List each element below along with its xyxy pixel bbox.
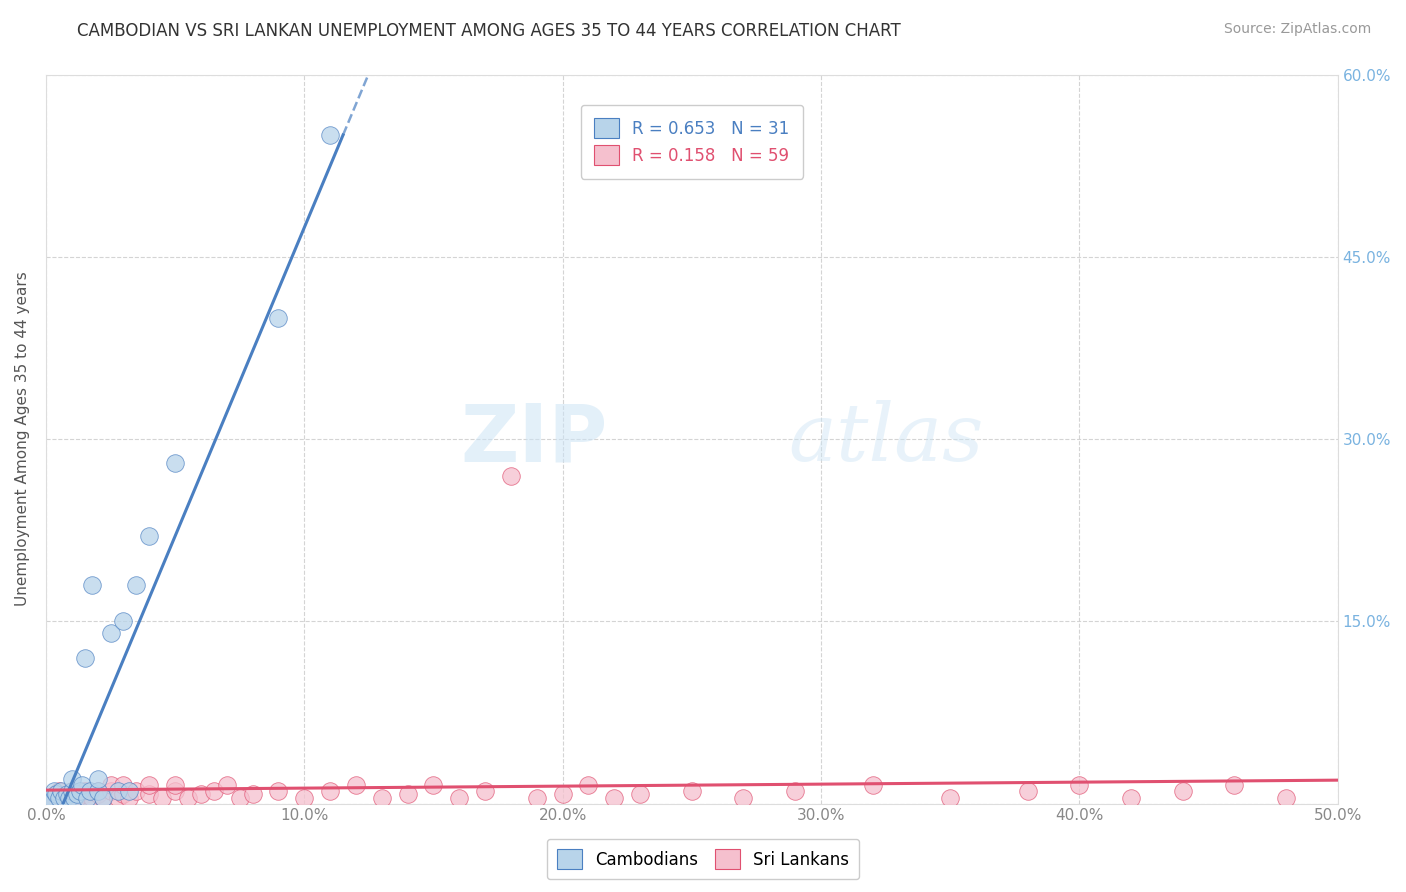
Point	[60, 784, 83, 798]
Point	[60, 772, 83, 787]
Point	[242, 787, 264, 801]
Point	[138, 787, 160, 801]
Point	[39, 790, 62, 805]
Point	[60, 787, 83, 801]
Point	[70, 778, 93, 792]
Point	[422, 778, 444, 792]
Point	[58, 790, 80, 805]
Text: ZIP: ZIP	[461, 401, 607, 478]
Point	[1171, 784, 1194, 798]
Point	[499, 468, 522, 483]
Point	[267, 310, 290, 325]
Point	[91, 790, 114, 805]
Point	[344, 778, 367, 792]
Point	[1223, 778, 1246, 792]
Point	[35, 790, 58, 805]
Point	[526, 790, 548, 805]
Point	[60, 784, 83, 798]
Point	[82, 790, 104, 805]
Point	[267, 784, 290, 798]
Point	[86, 784, 108, 798]
Point	[39, 790, 62, 805]
Point	[150, 790, 173, 805]
Point	[73, 784, 96, 798]
Point	[733, 790, 755, 805]
Point	[66, 787, 89, 801]
Point	[578, 778, 600, 792]
Point	[51, 784, 73, 798]
Point	[117, 784, 139, 798]
Point	[86, 772, 108, 787]
Text: Source: ZipAtlas.com: Source: ZipAtlas.com	[1223, 22, 1371, 37]
Point	[228, 790, 250, 805]
Point	[86, 784, 108, 798]
Point	[474, 784, 496, 798]
Point	[69, 784, 91, 798]
Point	[112, 778, 135, 792]
Point	[319, 128, 342, 143]
Point	[215, 778, 238, 792]
Point	[73, 650, 96, 665]
Point	[785, 784, 807, 798]
Point	[117, 790, 139, 805]
Point	[42, 784, 65, 798]
Point	[63, 790, 86, 805]
Point	[112, 615, 135, 629]
Point	[371, 790, 394, 805]
Point	[628, 787, 651, 801]
Point	[125, 578, 148, 592]
Point	[1069, 778, 1091, 792]
Point	[165, 784, 187, 798]
Point	[100, 626, 122, 640]
Point	[165, 778, 187, 792]
Point	[45, 787, 67, 801]
Point	[66, 790, 89, 805]
Point	[939, 790, 962, 805]
Point	[138, 529, 160, 543]
Point	[449, 790, 471, 805]
Point	[1119, 790, 1142, 805]
Point	[79, 784, 101, 798]
Point	[1275, 790, 1298, 805]
Point	[681, 784, 703, 798]
Point	[125, 784, 148, 798]
Point	[107, 784, 129, 798]
Point	[396, 787, 419, 801]
Point	[862, 778, 884, 792]
Point	[107, 790, 129, 805]
Point	[86, 787, 108, 801]
Point	[319, 784, 342, 798]
Point	[603, 790, 626, 805]
Point	[551, 787, 574, 801]
Point	[292, 790, 315, 805]
Point	[48, 784, 70, 798]
Text: CAMBODIAN VS SRI LANKAN UNEMPLOYMENT AMONG AGES 35 TO 44 YEARS CORRELATION CHART: CAMBODIAN VS SRI LANKAN UNEMPLOYMENT AMO…	[77, 22, 901, 40]
Point	[177, 790, 200, 805]
Point	[73, 787, 96, 801]
Point	[48, 790, 70, 805]
Point	[1017, 784, 1039, 798]
Point	[45, 787, 67, 801]
Point	[55, 790, 77, 805]
Point	[82, 578, 104, 592]
Point	[190, 787, 212, 801]
Point	[112, 787, 135, 801]
Point	[165, 456, 187, 470]
Point	[55, 787, 77, 801]
Point	[91, 790, 114, 805]
Y-axis label: Unemployment Among Ages 35 to 44 years: Unemployment Among Ages 35 to 44 years	[15, 272, 30, 607]
Point	[53, 790, 76, 805]
Point	[202, 784, 225, 798]
Text: atlas: atlas	[789, 401, 984, 478]
Point	[35, 790, 58, 805]
Point	[138, 778, 160, 792]
Point	[100, 784, 122, 798]
Point	[100, 778, 122, 792]
Point	[76, 790, 98, 805]
Legend: Cambodians, Sri Lankans: Cambodians, Sri Lankans	[547, 838, 859, 880]
Legend: R = 0.653   N = 31, R = 0.158   N = 59: R = 0.653 N = 31, R = 0.158 N = 59	[581, 104, 803, 178]
Point	[48, 790, 70, 805]
